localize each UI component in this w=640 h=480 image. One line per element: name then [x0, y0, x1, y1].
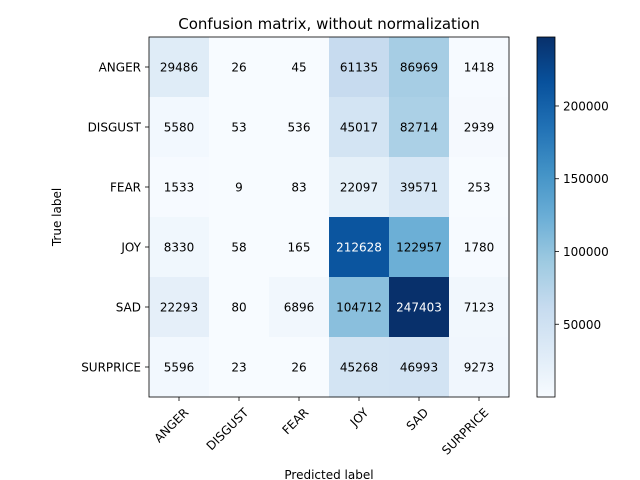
- y-tick-label: JOY: [120, 241, 141, 255]
- heatmap-cell: [149, 157, 210, 218]
- heatmap-cell: [209, 217, 270, 278]
- heatmap-cell: [149, 97, 210, 158]
- heatmap-cell: [269, 37, 330, 98]
- cell-value-label: 80: [231, 301, 246, 315]
- y-axis-ticks: ANGER DISGUST FEAR JOY SAD SURPRICE: [81, 61, 149, 375]
- cell-value-label: 122957: [396, 241, 442, 255]
- cell-value-label: 86969: [400, 61, 438, 75]
- heatmap-cell: [269, 337, 330, 398]
- cell-value-label: 23: [231, 361, 246, 375]
- colorbar-tick-label: 200000: [563, 99, 609, 113]
- cell-value-label: 26: [291, 361, 306, 375]
- cell-value-label: 58: [231, 241, 246, 255]
- cell-value-label: 2939: [464, 121, 495, 135]
- heatmap-cell: [389, 277, 450, 338]
- heatmap-cell: [389, 217, 450, 278]
- heatmap-cell: [269, 277, 330, 338]
- colorbar-tick-label: 150000: [563, 172, 609, 186]
- heatmap-cell: [329, 217, 390, 278]
- heatmap-cell: [269, 157, 330, 218]
- x-axis-label: Predicted label: [284, 468, 373, 480]
- cell-value-label: 7123: [464, 301, 495, 315]
- heatmap-cell: [449, 337, 510, 398]
- cell-value-label: 253: [468, 181, 491, 195]
- cell-value-label: 29486: [160, 61, 198, 75]
- heatmap-cell: [329, 37, 390, 98]
- cell-value-label: 22097: [340, 181, 378, 195]
- heatmap-cell: [449, 277, 510, 338]
- x-tick-label: FEAR: [279, 405, 311, 437]
- y-tick-label: SAD: [116, 301, 141, 315]
- y-tick-label: DISGUST: [88, 121, 142, 135]
- cell-value-label: 53: [231, 121, 246, 135]
- colorbar-ticks: 50000 100000 150000 200000: [555, 99, 609, 332]
- heatmap-cell: [149, 337, 210, 398]
- cell-value-label: 83: [291, 181, 306, 195]
- heatmap-cell: [389, 37, 450, 98]
- heatmap-cell: [209, 277, 270, 338]
- heatmap-cell: [449, 217, 510, 278]
- cell-value-label: 212628: [336, 241, 382, 255]
- cell-value-label: 6896: [284, 301, 315, 315]
- heatmap-cell: [209, 37, 270, 98]
- colorbar-tick-label: 100000: [563, 245, 609, 259]
- cell-value-label: 1418: [464, 61, 495, 75]
- cell-value-labels: 29486 26 45 61135 86969 1418 5580 53 536 45017 827…: [160, 61, 494, 375]
- cell-value-label: 247403: [396, 301, 442, 315]
- cell-value-label: 5596: [164, 361, 195, 375]
- heatmap-cell: [329, 277, 390, 338]
- x-tick-label: SURPRICE: [439, 405, 491, 457]
- heatmap-cell: [149, 217, 210, 278]
- cell-value-label: 1533: [164, 181, 195, 195]
- x-tick-label: DISGUST: [204, 405, 252, 453]
- cell-value-label: 26: [231, 61, 246, 75]
- cell-value-label: 22293: [160, 301, 198, 315]
- heatmap-cell: [269, 97, 330, 158]
- heatmap-cell: [209, 97, 270, 158]
- y-tick-label: ANGER: [99, 61, 141, 75]
- cell-value-label: 45268: [340, 361, 378, 375]
- y-tick-label: SURPRICE: [81, 361, 141, 375]
- heatmap-cell: [449, 157, 510, 218]
- y-tick-label: FEAR: [110, 181, 141, 195]
- colorbar: [536, 36, 556, 398]
- cell-value-label: 82714: [400, 121, 438, 135]
- plot-frame: [148, 36, 510, 398]
- heatmap-cell: [149, 37, 210, 98]
- heatmap-cell: [329, 97, 390, 158]
- cell-value-label: 104712: [336, 301, 382, 315]
- cell-value-label: 9273: [464, 361, 495, 375]
- cell-value-label: 5580: [164, 121, 195, 135]
- heatmap-cell: [329, 157, 390, 218]
- heatmap-cell: [389, 337, 450, 398]
- heatmap-cell: [389, 97, 450, 158]
- heatmap-cells: [149, 37, 510, 398]
- heatmap-cell: [269, 217, 330, 278]
- cell-value-label: 46993: [400, 361, 438, 375]
- heatmap-cell: [389, 157, 450, 218]
- x-tick-label: SAD: [404, 405, 432, 433]
- heatmap-cell: [209, 337, 270, 398]
- cell-value-label: 536: [288, 121, 311, 135]
- colorbar-tick-label: 50000: [563, 318, 601, 332]
- cell-value-label: 8330: [164, 241, 195, 255]
- cell-value-label: 39571: [400, 181, 438, 195]
- cell-value-label: 9: [235, 181, 243, 195]
- cell-value-label: 45017: [340, 121, 378, 135]
- heatmap-cell: [449, 97, 510, 158]
- heatmap-cell: [449, 37, 510, 98]
- heatmap-cell: [209, 157, 270, 218]
- heatmap-cell: [329, 337, 390, 398]
- x-tick-label: ANGER: [151, 405, 191, 445]
- y-axis-label: True label: [50, 188, 64, 247]
- x-tick-label: JOY: [347, 405, 372, 430]
- cell-value-label: 45: [291, 61, 306, 75]
- chart-title: Confusion matrix, without normalization: [178, 15, 480, 33]
- heatmap-cell: [149, 277, 210, 338]
- cell-value-label: 1780: [464, 241, 495, 255]
- cell-value-label: 165: [288, 241, 311, 255]
- cell-value-label: 61135: [340, 61, 378, 75]
- x-axis-ticks: ANGER DISGUST FEAR JOY SAD SURPRICE: [151, 397, 491, 458]
